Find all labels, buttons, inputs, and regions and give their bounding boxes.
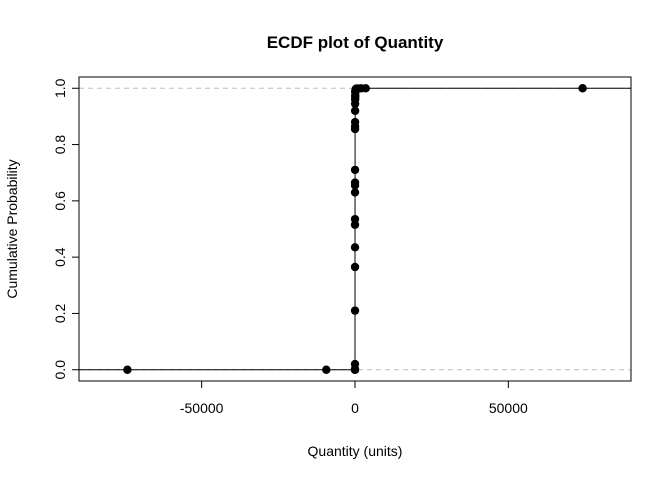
data-point [350, 165, 360, 175]
data-point [350, 243, 360, 252]
data-point [350, 188, 360, 197]
data-point [322, 365, 331, 374]
x-tick-label: -50000 [180, 400, 224, 416]
data-points [123, 84, 587, 374]
data-point [350, 306, 360, 315]
y-tick-label: 0.2 [52, 304, 68, 324]
data-point [361, 84, 370, 93]
x-axis: -50000 0 50000 [180, 380, 528, 416]
y-axis-label: Cumulative Probability [4, 159, 20, 298]
y-tick-label: 0.4 [52, 247, 68, 267]
y-tick-label: 0.8 [52, 135, 68, 155]
data-point [350, 262, 360, 272]
y-tick-label: 0.0 [52, 360, 68, 380]
y-tick-label: 0.6 [52, 191, 68, 211]
x-tick-label: 0 [351, 400, 359, 416]
data-point [578, 84, 587, 93]
y-axis: 0.0 0.2 0.4 0.6 0.8 1.0 [52, 78, 80, 380]
x-tick-label: 50000 [489, 400, 528, 416]
y-tick-label: 1.0 [52, 78, 68, 98]
x-axis-label: Quantity (units) [308, 443, 403, 459]
data-point [350, 117, 360, 127]
chart-title: ECDF plot of Quantity [267, 33, 444, 52]
data-point [350, 178, 360, 187]
data-point [123, 365, 132, 374]
data-point [350, 214, 360, 224]
data-point [350, 359, 360, 369]
data-point [350, 106, 360, 115]
